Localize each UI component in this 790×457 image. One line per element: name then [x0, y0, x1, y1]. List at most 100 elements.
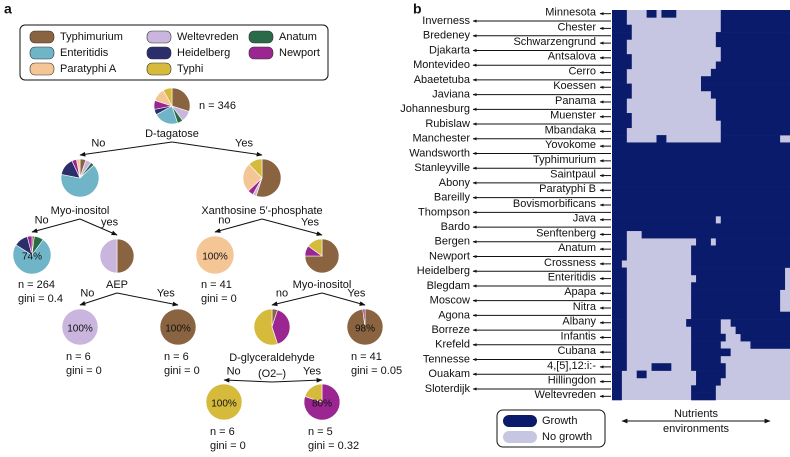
legend-label: Newport: [279, 47, 320, 59]
growth-cell: [691, 245, 790, 254]
row-label: Yovokome: [545, 139, 596, 151]
growth-cell: [696, 238, 711, 246]
growth-cell: [612, 83, 632, 92]
pie-slice: [242, 163, 263, 192]
tree-edge: [261, 218, 323, 236]
growth-cell: [612, 179, 790, 187]
node-count: n = 346: [199, 100, 236, 112]
growth-cell: [612, 267, 627, 276]
row-label: Java: [573, 213, 597, 225]
row-label: Rubislaw: [425, 118, 470, 130]
growth-cell: [691, 348, 731, 357]
node-gini: gini = 0: [164, 365, 200, 377]
row-label: 4,[5],12:i:-: [547, 360, 596, 372]
pie-slice: [195, 235, 235, 275]
growth-cell: [735, 326, 790, 335]
node-count: n = 6: [210, 426, 235, 438]
growth-cell: [612, 289, 627, 298]
growth-cell: [612, 39, 627, 48]
pie-slice: [362, 308, 366, 328]
growth-cell: [612, 304, 627, 312]
node-label: Myo-inositol: [51, 205, 110, 217]
growth-cell: [740, 333, 790, 342]
node-label: D-tagatose: [145, 128, 199, 140]
pie-slice: [99, 238, 118, 274]
tree-edge: [79, 141, 173, 157]
edge-label: Yes: [347, 288, 365, 300]
growth-cell: [691, 341, 721, 349]
row-label: Bovismorbificans: [513, 198, 597, 210]
row-label: Typhimurium: [533, 154, 596, 166]
growth-cell: [612, 98, 627, 106]
growth-cell: [641, 230, 790, 239]
growth-cell: [691, 282, 786, 290]
growth-cell: [612, 142, 790, 151]
growth-cell: [612, 319, 627, 327]
growth-cell: [612, 326, 627, 335]
node-count: n = 264: [18, 279, 55, 291]
row-label: Infantis: [561, 330, 597, 342]
growth-cell: [715, 105, 790, 114]
growth-cell: [612, 230, 627, 239]
pie-slice: [116, 238, 135, 274]
growth-cell: [750, 341, 790, 349]
growth-cell: [612, 164, 790, 173]
row-label: Enteritidis: [548, 271, 597, 283]
growth-cell: [612, 171, 790, 180]
growth-cell: [612, 68, 627, 77]
legend-label: No growth: [542, 431, 592, 443]
row-label: Bareilly: [434, 192, 471, 204]
growth-cell: [612, 208, 790, 217]
legend-swatch: [503, 431, 537, 443]
pie-slice: [159, 308, 197, 346]
edge-label: yes: [101, 217, 119, 229]
row-label: Schwarzengrund: [513, 36, 596, 48]
growth-cell: [691, 252, 790, 261]
growth-cell: [696, 274, 786, 283]
growth-cell: [612, 238, 627, 246]
growth-cell: [720, 135, 781, 143]
node-count: n = 5: [308, 426, 333, 438]
growth-cell: [720, 54, 790, 62]
growth-cell: [612, 105, 627, 114]
edge-label: No: [35, 214, 49, 226]
node-count: n = 6: [66, 351, 91, 363]
pie-slice: [162, 87, 173, 107]
growth-cell: [612, 201, 790, 209]
row-label: Manchester: [413, 133, 471, 145]
pct-label: 98%: [355, 324, 375, 335]
growth-cell: [612, 245, 627, 254]
growth-cell: [612, 76, 627, 84]
row-label: Montevideo: [413, 59, 470, 71]
pct-label: 80%: [312, 399, 332, 410]
legend-label: Growth: [542, 415, 577, 427]
pie-slice: [76, 158, 81, 179]
legend-swatch: [248, 46, 274, 60]
growth-cell: [612, 348, 627, 357]
legend-label: Typhi: [177, 63, 203, 75]
pie-slice: [60, 164, 100, 198]
growth-cell: [612, 223, 790, 232]
pie-slice: [26, 235, 33, 256]
pie-slice: [255, 158, 282, 198]
row-label: Borreze: [431, 324, 470, 336]
row-label: Bardo: [441, 221, 470, 233]
node-gini: gini = 0.05: [351, 365, 402, 377]
tree-edge: [214, 218, 263, 233]
growth-cell: [612, 186, 790, 195]
growth-cell: [701, 83, 790, 92]
row-label: Saintpaul: [550, 168, 596, 180]
growth-cell: [715, 238, 790, 246]
growth-cell: [715, 113, 790, 121]
growth-cell: [720, 10, 790, 18]
growth-cell: [691, 304, 781, 312]
tree-edge: [116, 292, 179, 307]
growth-cell: [612, 149, 790, 158]
row-label: Djakarta: [429, 44, 471, 56]
edge-label: Yes: [301, 217, 319, 229]
growth-cell: [612, 392, 622, 401]
row-label: Tennesse: [423, 353, 470, 365]
growth-cell: [612, 120, 632, 129]
pie-slice: [171, 87, 191, 112]
growth-cell: [696, 370, 726, 379]
